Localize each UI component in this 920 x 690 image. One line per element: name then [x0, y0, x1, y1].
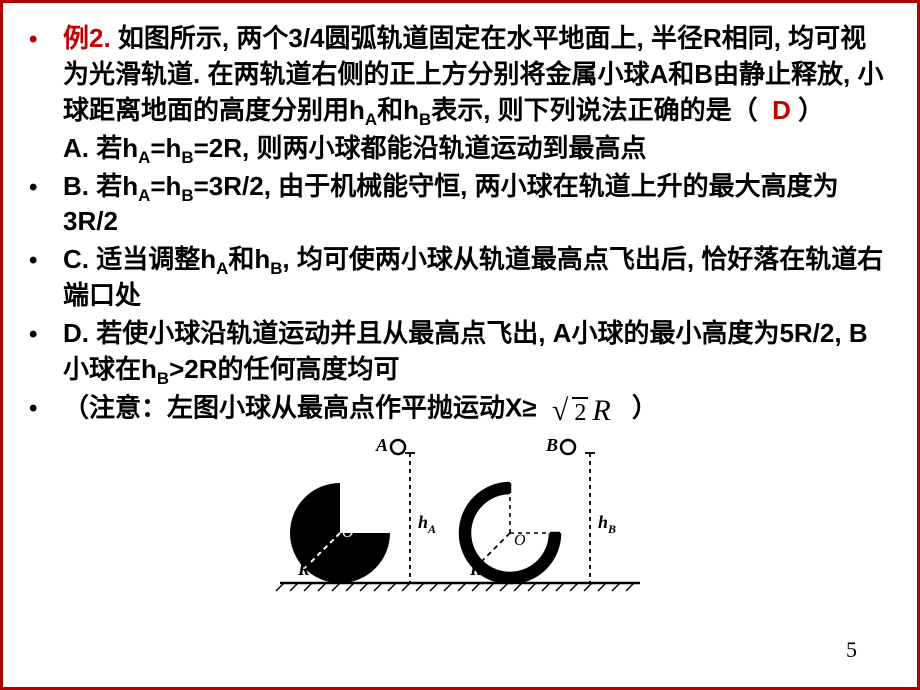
height-b-label: hB: [598, 512, 616, 536]
bullet-dot: •: [29, 390, 63, 427]
sqrt-body: 2: [572, 399, 588, 423]
option-d-text: D. 若使小球沿轨道运动并且从最高点飞出, A小球的最小高度为5R/2, B小球…: [63, 316, 891, 388]
bullet-dot: •: [29, 169, 63, 206]
stem-close: ）: [798, 95, 824, 125]
opt-c-sub1: A: [216, 259, 228, 278]
option-c-text: C. 适当调整hA和hB, 均可使两小球从轨道最高点飞出后, 恰好落在轨道右端口…: [63, 242, 891, 314]
opt-c-pre: C. 适当调整h: [63, 244, 216, 274]
sqrt-sign-icon: √: [552, 401, 568, 421]
ball-a-label: A: [375, 435, 388, 455]
stem-text: 例2. 如图所示, 两个3/4圆弧轨道固定在水平地面上, 半径R相同, 均可视为…: [63, 21, 891, 129]
opt-a-pre: A. 若h: [63, 133, 138, 163]
note-body: （注意：左图小球从最高点作平抛运动X≥: [63, 392, 537, 422]
opt-b-sub1: A: [138, 186, 150, 205]
radius-label-b: R: [469, 559, 482, 579]
content-block: • 例2. 如图所示, 两个3/4圆弧轨道固定在水平地面上, 半径R相同, 均可…: [29, 21, 891, 431]
stem-part2: 表示, 则下列说法正确的是（: [431, 95, 757, 125]
opt-c-sub2: B: [270, 259, 282, 278]
radius-label-a: R: [297, 559, 310, 579]
option-d-row: • D. 若使小球沿轨道运动并且从最高点飞出, A小球的最小高度为5R/2, B…: [29, 316, 891, 388]
option-c-row: • C. 适当调整hA和hB, 均可使两小球从轨道最高点飞出后, 恰好落在轨道右…: [29, 242, 891, 314]
height-a-label: hA: [418, 512, 436, 536]
answer-letter: D: [772, 95, 791, 125]
bullet-dot: •: [29, 316, 63, 353]
opt-a-sub1: A: [138, 148, 150, 167]
origin-label-a: O: [342, 524, 354, 541]
opt-a-sub2: B: [181, 148, 193, 167]
opt-d-post: >2R的任何高度均可: [169, 354, 399, 384]
origin-label-b: O: [514, 532, 526, 549]
slide-frame: • 例2. 如图所示, 两个3/4圆弧轨道固定在水平地面上, 半径R相同, 均可…: [0, 0, 920, 690]
note-row: • （注意：左图小球从最高点作平抛运动X≥ √2R ）: [29, 390, 891, 431]
opt-b-pre: B. 若h: [63, 171, 138, 201]
option-a-row: A. 若hA=hB=2R, 则两小球都能沿轨道运动到最高点: [29, 131, 891, 167]
opt-b-mid: =h: [150, 171, 181, 201]
note-close: ）: [632, 392, 658, 422]
figure-area: R O A hA: [29, 433, 891, 598]
example-label: 例2.: [63, 23, 111, 53]
bullet-dot: •: [29, 21, 63, 58]
track-b: R O B hB: [460, 435, 616, 583]
stem-row: • 例2. 如图所示, 两个3/4圆弧轨道固定在水平地面上, 半径R相同, 均可…: [29, 21, 891, 129]
opt-a-mid: =h: [150, 133, 181, 163]
page-number: 5: [846, 637, 857, 663]
opt-d-sub: B: [157, 369, 169, 388]
diagram-svg: R O A hA: [270, 433, 650, 593]
option-a-text: A. 若hA=hB=2R, 则两小球都能沿轨道运动到最高点: [63, 131, 891, 167]
stem-sub-a: A: [365, 110, 377, 129]
opt-b-sub2: B: [181, 186, 193, 205]
option-b-text: B. 若hA=hB=3R/2, 由于机械能守恒, 两小球在轨道上升的最大高度为3…: [63, 169, 891, 241]
sqrt-R: R: [592, 390, 610, 431]
opt-a-post: =2R, 则两小球都能沿轨道运动到最高点: [194, 133, 647, 163]
opt-c-mid: 和h: [228, 244, 270, 274]
physics-diagram: R O A hA: [270, 433, 650, 598]
stem-mid: 和h: [377, 95, 419, 125]
note-text: （注意：左图小球从最高点作平抛运动X≥ √2R ）: [63, 390, 891, 431]
option-b-row: • B. 若hA=hB=3R/2, 由于机械能守恒, 两小球在轨道上升的最大高度…: [29, 169, 891, 241]
track-a: R O A hA: [290, 435, 436, 583]
bullet-dot: •: [29, 242, 63, 279]
stem-sub-b: B: [419, 110, 431, 129]
ball-b-label: B: [545, 435, 558, 455]
sqrt-formula: √2R: [566, 390, 611, 431]
